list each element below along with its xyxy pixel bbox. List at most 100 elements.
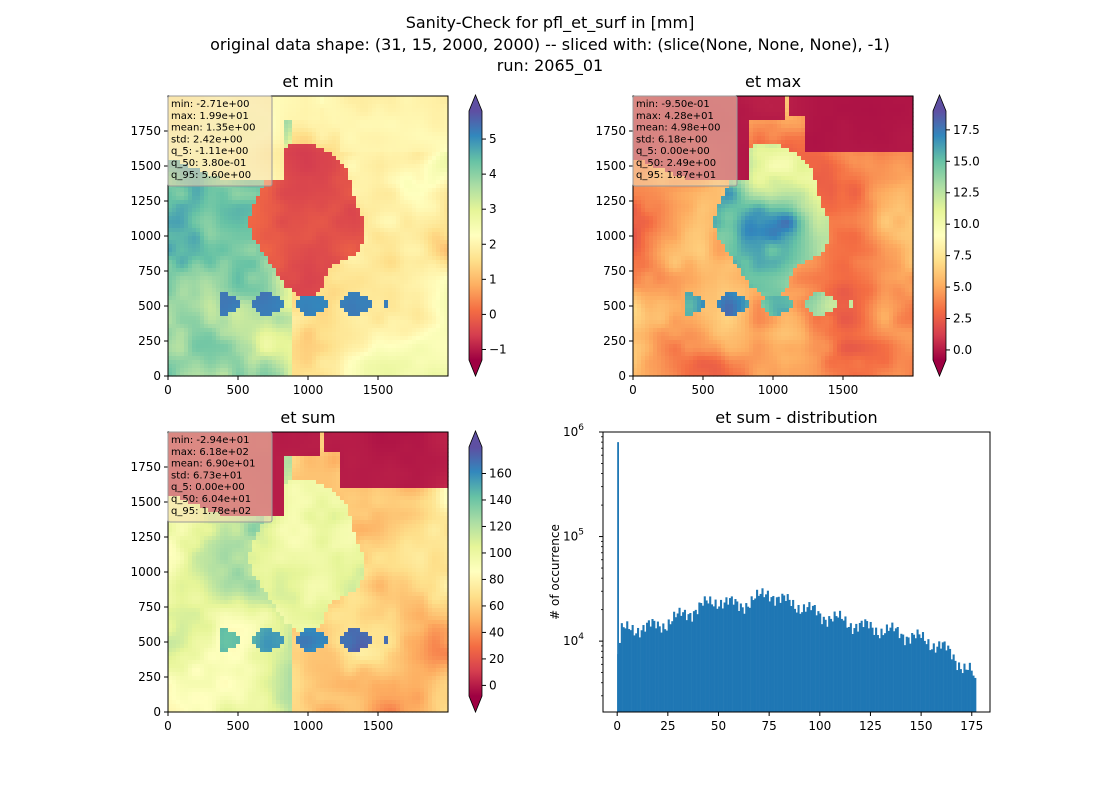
heatmap-cell <box>264 328 269 333</box>
heatmap-cell <box>332 164 337 169</box>
y-tick-label: 0 <box>153 369 161 383</box>
heatmap-cell <box>292 148 297 153</box>
heatmap-cell <box>208 312 213 317</box>
heatmap-cell <box>360 308 365 313</box>
heatmap-cell <box>284 156 289 161</box>
heatmap-cell <box>212 232 217 237</box>
heatmap-cell <box>276 324 281 329</box>
heatmap-cell <box>280 224 285 229</box>
heatmap-cell <box>420 260 425 265</box>
heatmap-cell <box>376 212 381 217</box>
heatmap-cell <box>180 244 185 249</box>
heatmap-cell <box>432 124 437 129</box>
heatmap-cell <box>276 136 281 141</box>
heatmap-cell <box>204 208 209 213</box>
heatmap-cell <box>168 276 173 281</box>
heatmap-cell <box>340 124 345 129</box>
heatmap-cell <box>212 284 217 289</box>
heatmap-cell <box>420 216 425 221</box>
heatmap-cell <box>172 336 177 341</box>
heatmap-cell <box>316 184 321 189</box>
heatmap-cell <box>288 212 293 217</box>
heatmap-cell <box>344 352 349 357</box>
heatmap-cell <box>284 168 289 173</box>
heatmap-cell <box>324 236 329 241</box>
heatmap-cell <box>404 172 409 177</box>
heatmap-cell <box>224 260 229 265</box>
heatmap-cell <box>184 212 189 217</box>
heatmap-cell <box>276 172 281 177</box>
heatmap-cell <box>264 248 269 253</box>
heatmap-cell <box>376 168 381 173</box>
heatmap-cell <box>324 300 329 305</box>
heatmap-cell <box>340 308 345 313</box>
heatmap-cell <box>280 280 285 285</box>
heatmap-cell <box>220 264 225 269</box>
heatmap-cell <box>404 120 409 125</box>
heatmap-cell <box>296 208 301 213</box>
heatmap-cell <box>352 296 357 301</box>
heatmap-cell <box>252 372 257 377</box>
heatmap-cell <box>420 312 425 317</box>
heatmap-cell <box>228 224 233 229</box>
heatmap-cell <box>440 148 445 153</box>
heatmap-cell <box>368 180 373 185</box>
heatmap-cell <box>244 344 249 349</box>
heatmap-cell <box>360 184 365 189</box>
heatmap-cell <box>364 332 369 337</box>
heatmap-cell <box>360 224 365 229</box>
heatmap-cell <box>420 220 425 225</box>
heatmap-cell <box>340 364 345 369</box>
heatmap-cell <box>436 256 441 261</box>
heatmap-cell <box>284 100 289 105</box>
heatmap-cell <box>200 228 205 233</box>
heatmap-cell <box>404 336 409 341</box>
heatmap-cell <box>252 288 257 293</box>
heatmap-cell <box>356 172 361 177</box>
heatmap-cell <box>288 328 293 333</box>
heatmap-cell <box>396 276 401 281</box>
heatmap-cell <box>392 192 397 197</box>
heatmap-cell <box>368 132 373 137</box>
heatmap-cell <box>304 156 309 161</box>
heatmap-cell <box>184 316 189 321</box>
heatmap-cell <box>204 312 209 317</box>
heatmap-cell <box>432 232 437 237</box>
heatmap-cell <box>192 332 197 337</box>
heatmap-cell <box>356 248 361 253</box>
heatmap-cell <box>284 160 289 165</box>
heatmap-cell <box>392 108 397 113</box>
heatmap-cell <box>344 184 349 189</box>
heatmap-cell <box>280 308 285 313</box>
heatmap-cell <box>268 200 273 205</box>
heatmap-cell <box>440 180 445 185</box>
heatmap-cell <box>332 312 337 317</box>
heatmap-cell <box>348 188 353 193</box>
heatmap-cell <box>304 160 309 165</box>
heatmap-cell <box>420 148 425 153</box>
heatmap-cell <box>368 120 373 125</box>
heatmap-cell <box>168 192 173 197</box>
heatmap-cell <box>324 100 329 105</box>
heatmap-cell <box>268 248 273 253</box>
heatmap-cell <box>180 220 185 225</box>
heatmap-cell <box>372 200 377 205</box>
heatmap-cell <box>292 208 297 213</box>
heatmap-cell <box>344 240 349 245</box>
heatmap-cell <box>300 248 305 253</box>
heatmap-cell <box>368 332 373 337</box>
heatmap-cell <box>300 256 305 261</box>
heatmap-cell <box>172 360 177 365</box>
heatmap-cell <box>284 124 289 129</box>
heatmap-cell <box>384 136 389 141</box>
heatmap-cell <box>316 252 321 257</box>
heatmap-cell <box>184 356 189 361</box>
heatmap-cell <box>432 116 437 121</box>
heatmap-cell <box>176 296 181 301</box>
heatmap-cell <box>412 196 417 201</box>
heatmap-cell <box>436 236 441 241</box>
heatmap-cell <box>280 168 285 173</box>
heatmap-cell <box>380 304 385 309</box>
heatmap-cell <box>380 212 385 217</box>
heatmap-cell <box>404 268 409 273</box>
